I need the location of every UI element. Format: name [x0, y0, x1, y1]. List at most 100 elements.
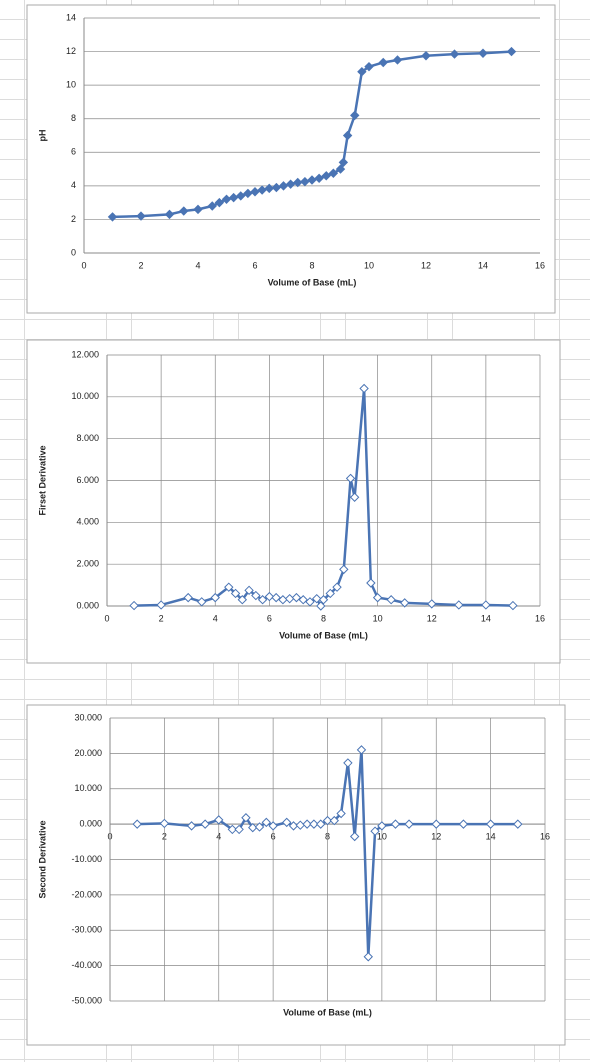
- x-tick-label: 8: [321, 613, 326, 623]
- y-tick-label: -50.000: [71, 995, 102, 1005]
- data-marker: [230, 588, 241, 599]
- data-marker: [285, 179, 296, 189]
- data-marker: [399, 598, 410, 608]
- y-tick-label: 14: [66, 12, 76, 22]
- data-marker: [288, 821, 299, 831]
- data-marker: [156, 600, 166, 610]
- data-marker: [363, 952, 373, 962]
- data-marker: [328, 168, 339, 178]
- y-tick-label: 2: [71, 214, 76, 224]
- data-marker: [359, 383, 369, 394]
- data-marker: [314, 173, 324, 184]
- data-marker: [372, 592, 383, 603]
- y-tick-label: 6.000: [76, 475, 99, 485]
- data-marker: [136, 211, 146, 221]
- data-marker: [431, 819, 441, 829]
- data-marker: [183, 592, 193, 603]
- y-tick-label: 12: [66, 46, 76, 56]
- data-marker: [261, 817, 272, 828]
- data-marker: [282, 817, 292, 828]
- data-marker: [257, 185, 267, 195]
- data-marker: [278, 181, 289, 191]
- y-tick-label: 30.000: [74, 712, 102, 722]
- x-tick-label: 10: [364, 260, 374, 270]
- data-marker: [454, 600, 464, 610]
- data-marker: [268, 821, 278, 831]
- data-marker: [478, 48, 488, 58]
- x-tick-label: 2: [138, 260, 143, 270]
- data-marker: [506, 46, 517, 57]
- data-marker: [345, 473, 356, 484]
- data-marker: [316, 601, 326, 611]
- data-marker: [421, 51, 431, 61]
- data-marker: [298, 595, 308, 605]
- data-marker: [404, 819, 414, 829]
- data-marker: [342, 130, 353, 141]
- data-marker: [293, 177, 303, 188]
- y-tick-label: 8: [71, 113, 76, 123]
- data-marker: [107, 212, 118, 222]
- x-tick-label: 6: [252, 260, 257, 270]
- data-marker: [236, 191, 246, 201]
- data-marker: [291, 592, 302, 603]
- x-tick-label: 6: [267, 613, 272, 623]
- y-tick-label: 0: [71, 247, 76, 257]
- y-tick-label: 6: [71, 147, 76, 157]
- data-marker: [336, 808, 346, 819]
- data-marker: [264, 591, 275, 602]
- data-marker: [179, 206, 189, 216]
- data-marker: [248, 822, 258, 833]
- data-marker: [322, 815, 333, 826]
- data-marker: [305, 597, 315, 607]
- y-tick-label: 8.000: [76, 433, 99, 443]
- data-marker: [339, 564, 349, 575]
- data-marker: [214, 197, 225, 208]
- data-marker: [241, 813, 251, 823]
- y-tick-label: 10: [66, 80, 76, 90]
- data-marker: [132, 819, 142, 829]
- data-marker: [427, 599, 437, 609]
- x-tick-label: 10: [373, 613, 383, 623]
- y-tick-label: -20.000: [71, 889, 102, 899]
- data-marker: [349, 492, 360, 502]
- y-tick-label: 10.000: [71, 391, 99, 401]
- data-marker: [508, 600, 518, 611]
- data-marker: [392, 55, 403, 65]
- y-tick-label: 0.000: [76, 600, 99, 610]
- data-marker: [243, 188, 253, 199]
- x-axis-title: Volume of Base (mL): [283, 1007, 372, 1017]
- x-axis-title: Volume of Base (mL): [279, 630, 368, 640]
- data-marker: [227, 824, 238, 835]
- y-tick-label: -40.000: [71, 960, 102, 970]
- data-marker: [364, 61, 374, 72]
- data-marker: [318, 595, 329, 605]
- x-tick-label: 14: [481, 613, 491, 623]
- x-tick-label: 12: [421, 260, 431, 270]
- data-marker: [350, 110, 360, 121]
- data-marker: [237, 595, 248, 605]
- data-marker: [300, 176, 310, 187]
- x-axis-title: Volume of Base (mL): [268, 277, 357, 287]
- y-tick-label: 0.000: [79, 819, 102, 829]
- y-tick-label: 20.000: [74, 748, 102, 758]
- y-tick-label: 10.000: [74, 783, 102, 793]
- x-tick-label: 12: [427, 613, 437, 623]
- data-marker: [370, 826, 380, 836]
- data-marker: [378, 57, 388, 68]
- x-tick-label: 0: [81, 260, 86, 270]
- data-marker: [271, 182, 282, 193]
- y-axis-title: Second Derivative: [37, 820, 47, 898]
- y-axis-title: pH: [37, 130, 47, 142]
- data-marker: [481, 600, 491, 610]
- data-marker: [186, 821, 197, 831]
- y-tick-label: 4.000: [76, 517, 99, 527]
- data-marker: [329, 815, 340, 826]
- data-marker: [302, 819, 312, 829]
- y-tick-label: 12.000: [71, 349, 99, 359]
- data-marker: [129, 600, 139, 611]
- data-marker: [200, 819, 210, 829]
- y-tick-label: 2.000: [76, 559, 99, 569]
- data-marker: [357, 67, 367, 77]
